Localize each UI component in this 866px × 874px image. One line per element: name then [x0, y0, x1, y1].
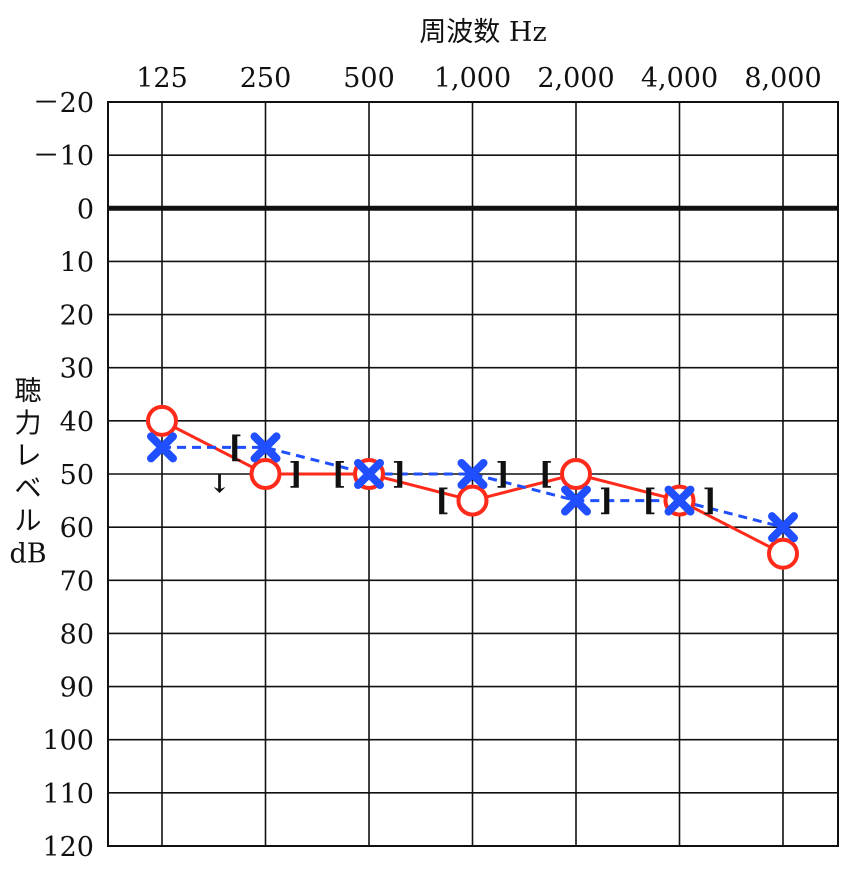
y-tick-label: 90: [60, 673, 94, 704]
y-tick-label: 80: [60, 619, 94, 650]
y-tick-label: 30: [60, 354, 94, 385]
bone-conduction-right-marker: ]: [392, 457, 406, 492]
circle-marker: [249, 458, 282, 490]
bone-conduction-right-marker: ]: [495, 457, 509, 492]
bone-conduction-left-marker: [: [228, 430, 242, 465]
x-tick-label: 125: [136, 63, 188, 94]
cross-marker: [561, 485, 591, 516]
cross-marker: [664, 485, 695, 516]
cross-marker: [354, 459, 384, 489]
marker-layer: [ [ [ [ []]]]] ↓: [146, 404, 799, 570]
y-axis-title-char: ル: [15, 506, 42, 537]
x-tick-label: 250: [240, 63, 292, 94]
bone-conduction-left-marker: [: [642, 484, 656, 519]
x-tick-label: 500: [343, 63, 395, 94]
bone-conduction-left-marker: [: [332, 457, 346, 492]
y-axis-title-char: 聴: [15, 376, 42, 407]
y-tick-label: 20: [60, 301, 94, 332]
x-tick-label: 2,000: [537, 63, 614, 94]
y-tick-label: 60: [60, 513, 94, 544]
bone-conduction-right-marker: ]: [288, 457, 302, 492]
y-tick-label: 110: [42, 779, 94, 810]
y-tick-label: 10: [60, 247, 94, 278]
y-tick-label: 100: [42, 726, 94, 757]
cross-marker: [147, 432, 177, 463]
x-axis-title: 周波数 Hz: [419, 17, 546, 48]
tick-label-layer: －20 －10 0 10 20 30 40 50 60 70 80 90 100 110 120 125 250…: [33, 63, 822, 863]
bone-conduction-right-marker: ]: [702, 484, 716, 519]
y-tick-label: 120: [42, 832, 94, 863]
cross-marker: [768, 512, 798, 543]
y-axis-title-char: 力: [15, 409, 42, 440]
no-response-arrow-marker: ↓: [209, 470, 231, 500]
y-tick-label: －10: [33, 141, 94, 172]
y-axis-title-char: dB: [9, 539, 46, 570]
circle-marker: [456, 484, 489, 517]
y-tick-label: 70: [60, 566, 94, 597]
bone-conduction-left-marker: [: [539, 457, 553, 492]
y-tick-label: 0: [77, 194, 94, 225]
circle-marker: [767, 537, 799, 570]
cross-marker: [457, 459, 488, 489]
y-axis-title-char: レ: [15, 441, 42, 472]
bone-conduction-left-marker: [: [435, 484, 449, 519]
bone-conduction-right-marker: ]: [599, 484, 613, 519]
circle-marker: [560, 458, 592, 490]
y-axis-title-char: ベ: [15, 474, 42, 505]
cross-marker: [250, 432, 281, 463]
grid-layer: [107, 101, 839, 847]
x-tick-label: 1,000: [434, 63, 511, 94]
x-tick-label: 4,000: [641, 63, 718, 94]
y-tick-label: 50: [60, 460, 94, 491]
x-tick-label: 8,000: [744, 63, 821, 94]
circle-marker: [146, 404, 178, 437]
y-tick-label: －20: [33, 88, 94, 119]
y-tick-label: 40: [60, 407, 94, 438]
